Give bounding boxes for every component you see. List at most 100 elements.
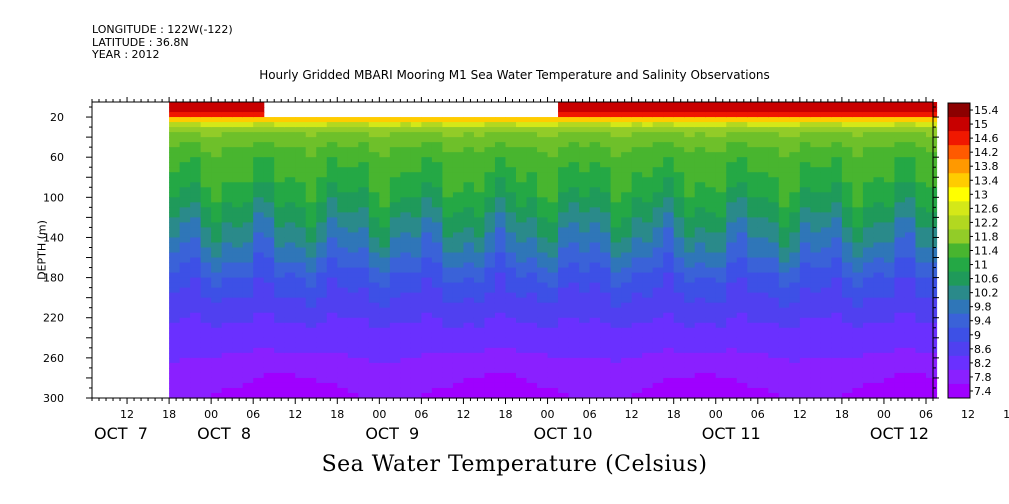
heatmap-cell	[757, 372, 769, 379]
heatmap-cell	[799, 157, 811, 163]
heatmap-cell	[211, 117, 223, 123]
heatmap-cell	[379, 387, 391, 394]
heatmap-cell	[841, 127, 853, 133]
heatmap-cell	[431, 262, 444, 269]
heatmap-cell	[431, 297, 444, 304]
heatmap-cell	[263, 347, 275, 354]
heatmap-cell	[221, 257, 233, 264]
heatmap-cell	[284, 172, 296, 178]
heatmap-cell	[715, 287, 727, 294]
heatmap-cell	[463, 237, 475, 244]
heatmap-cell	[221, 252, 233, 259]
heatmap-cell	[463, 327, 475, 334]
heatmap-cell	[211, 127, 223, 133]
heatmap-cell	[852, 242, 864, 249]
heatmap-cell	[852, 152, 864, 158]
heatmap-cell	[768, 247, 780, 254]
heatmap-cell	[326, 247, 338, 254]
heatmap-cell	[190, 342, 202, 349]
heatmap-cell	[253, 392, 265, 399]
heatmap-cell	[694, 272, 706, 279]
heatmap-cell	[610, 237, 622, 244]
heatmap-cell	[473, 347, 486, 354]
heatmap-cell	[410, 312, 422, 319]
heatmap-cell	[568, 127, 580, 133]
heatmap-cell	[169, 287, 181, 294]
heatmap-cell	[284, 352, 296, 359]
heatmap-cell	[610, 217, 622, 224]
heatmap-cell	[221, 152, 233, 158]
heatmap-cell	[400, 337, 412, 344]
heatmap-cell	[274, 332, 286, 339]
heatmap-cell	[169, 252, 181, 259]
heatmap-cell	[494, 382, 507, 389]
heatmap-cell	[389, 192, 401, 198]
heatmap-cell	[410, 322, 422, 329]
heatmap-cell	[820, 172, 832, 178]
heatmap-cell	[883, 157, 896, 163]
heatmap-cell	[190, 132, 202, 138]
heatmap-cell	[347, 332, 359, 339]
heatmap-cell	[799, 237, 811, 244]
heatmap-cell	[305, 277, 317, 284]
heatmap-cell	[232, 267, 244, 274]
heatmap-cell	[873, 347, 885, 354]
heatmap-cell	[600, 182, 612, 188]
heatmap-cell	[494, 372, 507, 379]
heatmap-cell	[757, 312, 769, 319]
heatmap-cell	[705, 322, 717, 329]
heatmap-cell	[179, 352, 191, 359]
heatmap-cell	[242, 247, 254, 254]
heatmap-cell	[337, 182, 349, 188]
heatmap-cell	[221, 137, 233, 143]
heatmap-cell	[852, 187, 864, 193]
heatmap-cell	[221, 162, 233, 168]
heatmap-cell	[631, 272, 643, 279]
heatmap-cell	[516, 342, 528, 349]
heatmap-cell	[799, 377, 811, 384]
heatmap-cell	[705, 387, 717, 394]
heatmap-cell	[295, 162, 307, 168]
heatmap-cell	[589, 322, 601, 329]
heatmap-cell	[705, 252, 717, 259]
heatmap-cell	[810, 242, 822, 249]
heatmap-cell	[652, 297, 664, 304]
heatmap-cell	[442, 222, 454, 229]
heatmap-cell	[715, 192, 727, 198]
heatmap-cell	[232, 357, 244, 364]
heatmap-cell	[705, 357, 717, 364]
heatmap-cell	[232, 157, 244, 163]
heatmap-cell	[768, 117, 780, 123]
heatmap-cell	[494, 257, 507, 264]
heatmap-cell	[337, 367, 349, 374]
heatmap-cell	[368, 202, 380, 208]
heatmap-cell	[368, 297, 380, 304]
heatmap-cell	[715, 332, 727, 339]
heatmap-cell	[295, 242, 307, 249]
heatmap-cell	[600, 207, 612, 213]
heatmap-cell	[253, 242, 265, 249]
heatmap-cell	[621, 327, 633, 334]
heatmap-cell	[337, 252, 349, 259]
heatmap-cell	[642, 227, 654, 234]
heatmap-cell	[190, 242, 202, 249]
heatmap-cell	[705, 247, 717, 254]
heatmap-cell	[505, 202, 517, 208]
heatmap-cell	[705, 292, 717, 299]
heatmap-cell	[904, 122, 917, 128]
heatmap-cell	[337, 147, 349, 153]
heatmap-cell	[852, 182, 864, 188]
heatmap-cell	[516, 307, 528, 314]
heatmap-cell	[589, 182, 601, 188]
heatmap-cell	[904, 137, 917, 143]
heatmap-cell	[757, 297, 769, 304]
heatmap-cell	[715, 247, 727, 254]
heatmap-cell	[537, 192, 549, 198]
heatmap-cell	[600, 217, 612, 224]
heatmap-cell	[211, 167, 223, 173]
heatmap-cell	[200, 247, 212, 254]
heatmap-cell	[421, 272, 433, 279]
heatmap-cell	[705, 242, 717, 249]
heatmap-cell	[799, 307, 811, 314]
heatmap-cell	[358, 237, 370, 244]
